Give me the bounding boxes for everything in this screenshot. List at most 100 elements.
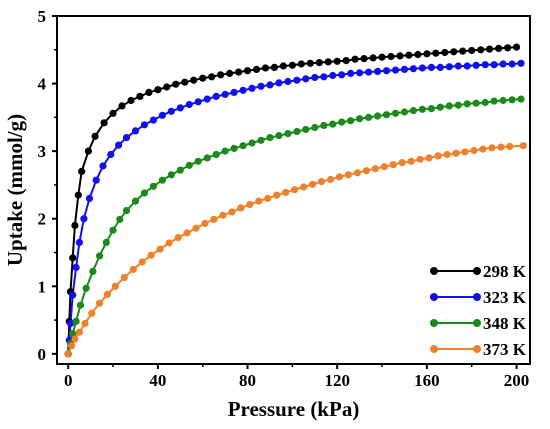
x-tick-label: 40 xyxy=(149,371,166,390)
data-point xyxy=(436,103,444,111)
data-point xyxy=(504,44,512,52)
y-tick-label: 4 xyxy=(38,75,47,94)
data-point xyxy=(221,147,229,155)
data-point xyxy=(140,189,148,197)
data-point xyxy=(194,157,202,165)
data-point xyxy=(405,51,413,59)
x-tick-label: 80 xyxy=(239,371,256,390)
data-point xyxy=(418,105,426,113)
data-point xyxy=(228,208,236,216)
data-point xyxy=(185,161,193,169)
data-point xyxy=(69,254,77,262)
data-point xyxy=(432,49,440,57)
data-point xyxy=(66,319,75,328)
data-point xyxy=(284,77,292,86)
data-point xyxy=(246,200,254,209)
legend-marker xyxy=(473,345,481,353)
data-point xyxy=(488,144,496,152)
data-point xyxy=(333,57,341,65)
data-point xyxy=(237,204,245,212)
data-point xyxy=(329,120,337,128)
data-point xyxy=(499,96,507,105)
data-point xyxy=(99,162,107,170)
data-point xyxy=(463,100,471,108)
data-point xyxy=(131,197,140,205)
data-point xyxy=(324,58,332,66)
data-point xyxy=(445,102,453,110)
legend-marker xyxy=(430,345,438,353)
data-point xyxy=(360,55,368,63)
data-point xyxy=(347,117,355,125)
data-point xyxy=(436,63,444,71)
plot-markers xyxy=(64,43,527,358)
data-point xyxy=(293,127,301,136)
data-point xyxy=(441,48,449,57)
data-point xyxy=(369,54,377,62)
data-point xyxy=(147,251,155,259)
data-point xyxy=(414,50,422,59)
data-point xyxy=(118,102,126,110)
data-point xyxy=(380,163,388,171)
data-point xyxy=(463,62,471,70)
data-point xyxy=(391,109,400,117)
data-point xyxy=(122,134,131,142)
y-tick-label: 0 xyxy=(38,345,47,364)
data-point xyxy=(149,116,157,124)
data-point xyxy=(284,130,292,138)
data-point xyxy=(477,46,485,54)
data-point xyxy=(427,63,435,71)
data-point xyxy=(302,125,310,134)
data-point xyxy=(96,299,104,307)
data-point xyxy=(320,121,328,130)
data-point xyxy=(275,79,283,87)
data-point xyxy=(116,215,124,223)
data-point xyxy=(81,319,89,328)
data-point xyxy=(257,136,265,144)
data-point xyxy=(219,211,227,219)
data-point xyxy=(468,46,476,55)
data-point xyxy=(111,282,119,290)
data-point xyxy=(470,146,478,155)
data-point xyxy=(309,180,317,188)
data-point xyxy=(311,123,319,132)
data-point xyxy=(255,197,263,205)
x-tick-label: 0 xyxy=(64,371,73,390)
data-point xyxy=(156,245,164,253)
data-point xyxy=(129,265,137,273)
data-point xyxy=(115,141,123,149)
data-point xyxy=(311,73,319,82)
data-point xyxy=(356,115,364,123)
data-point xyxy=(409,65,417,73)
data-point xyxy=(217,71,225,79)
data-point xyxy=(239,142,247,150)
plot-frame xyxy=(56,15,531,365)
data-point xyxy=(508,96,516,104)
data-point xyxy=(362,167,370,175)
data-point xyxy=(100,119,108,127)
data-point xyxy=(167,171,175,179)
y-tick-label: 5 xyxy=(38,7,47,26)
data-point xyxy=(396,52,404,60)
data-point xyxy=(120,273,128,282)
data-point xyxy=(167,107,175,115)
data-point xyxy=(203,154,211,162)
data-point xyxy=(176,104,184,112)
data-point xyxy=(212,92,220,100)
data-point xyxy=(74,191,82,199)
y-tick-label: 1 xyxy=(38,277,47,296)
y-tick-label: 3 xyxy=(38,142,47,161)
data-point xyxy=(71,221,79,230)
data-point xyxy=(445,63,453,71)
data-point xyxy=(382,111,391,119)
legend-marker xyxy=(473,293,481,301)
legend: 298 K 323 K 348 K 373 K xyxy=(430,262,527,359)
data-point xyxy=(416,155,424,163)
data-point xyxy=(400,65,409,73)
data-point xyxy=(185,100,193,109)
data-point xyxy=(235,68,243,76)
data-point xyxy=(335,173,344,181)
data-point xyxy=(257,82,265,90)
data-point xyxy=(89,267,97,275)
data-point xyxy=(264,194,272,202)
data-point xyxy=(248,84,256,92)
